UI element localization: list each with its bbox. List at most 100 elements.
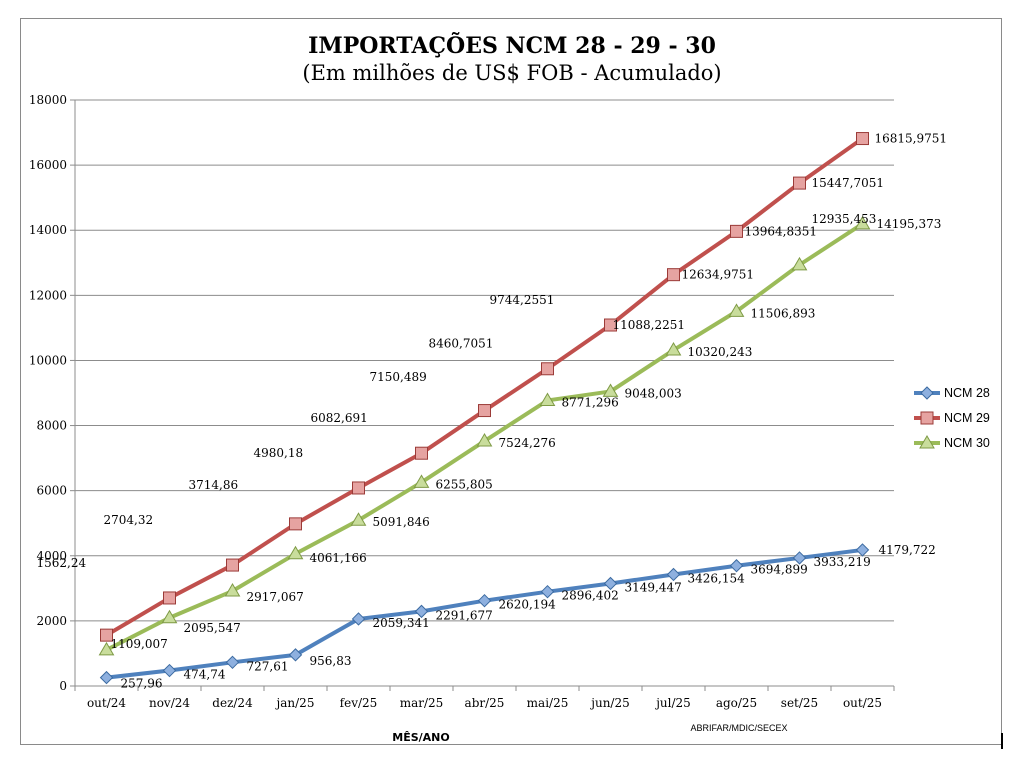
legend: NCM 28 NCM 29 NCM 30 bbox=[914, 386, 990, 450]
data-label: 2095,547 bbox=[184, 621, 241, 635]
data-label: 10320,243 bbox=[688, 345, 753, 359]
x-tick-label: dez/24 bbox=[212, 696, 253, 710]
data-label: 2917,067 bbox=[247, 590, 304, 604]
data-point-marker bbox=[854, 215, 871, 230]
data-point-marker bbox=[162, 663, 177, 678]
data-label: 9744,2551 bbox=[490, 293, 555, 307]
series-line-ncm-29 bbox=[105, 136, 864, 637]
x-tick-label: set/25 bbox=[781, 696, 818, 710]
data-label: 12634,9751 bbox=[682, 268, 755, 282]
x-tick-label: jul/25 bbox=[654, 696, 691, 710]
y-tick-label: 14000 bbox=[29, 223, 67, 237]
x-tick-label: ago/25 bbox=[716, 696, 757, 710]
data-label: 8771,296 bbox=[562, 395, 619, 409]
data-point-marker bbox=[541, 362, 554, 376]
y-tick-label: 2000 bbox=[36, 614, 67, 628]
data-label: 474,74 bbox=[184, 668, 226, 682]
data-label: 3694,899 bbox=[751, 563, 808, 577]
data-point-marker bbox=[855, 543, 870, 557]
x-tick-label: jun/25 bbox=[589, 696, 630, 710]
chart-title: IMPORTAÇÕES NCM 28 - 29 - 30 bbox=[308, 32, 716, 59]
data-point-marker bbox=[602, 383, 619, 397]
data-point-marker bbox=[666, 567, 681, 582]
data-label: 257,96 bbox=[121, 677, 163, 691]
data-label: 16815,9751 bbox=[875, 132, 948, 146]
data-label: 727,61 bbox=[247, 659, 289, 673]
legend-label: NCM 28 bbox=[944, 386, 990, 400]
y-tick-label: 6000 bbox=[36, 484, 67, 498]
data-point-marker bbox=[729, 559, 744, 573]
x-tick-label: out/25 bbox=[843, 696, 882, 710]
data-label: 1562,24 bbox=[37, 556, 87, 570]
y-tick-label: 0 bbox=[59, 679, 67, 693]
data-label: 14195,373 bbox=[877, 217, 942, 231]
data-label: 956,83 bbox=[310, 654, 352, 668]
x-tick-label: mai/25 bbox=[527, 696, 569, 710]
data-label: 7150,489 bbox=[370, 370, 427, 384]
x-tick-label: abr/25 bbox=[465, 696, 505, 710]
legend-marker bbox=[920, 386, 934, 400]
data-point-marker bbox=[163, 591, 176, 605]
gridlines bbox=[75, 99, 894, 622]
data-point-marker bbox=[539, 392, 556, 406]
legend-marker bbox=[919, 435, 935, 449]
y-tick-label: 8000 bbox=[36, 419, 67, 433]
data-label: 4061,166 bbox=[310, 551, 367, 565]
x-tick-label: fev/25 bbox=[340, 696, 378, 710]
data-point-marker bbox=[730, 224, 743, 238]
data-point-marker bbox=[226, 558, 239, 572]
data-point-marker bbox=[603, 576, 618, 591]
data-point-marker bbox=[100, 628, 113, 642]
data-label: 2059,341 bbox=[373, 616, 430, 630]
data-point-marker bbox=[477, 593, 492, 608]
data-point-marker bbox=[856, 132, 869, 146]
legend-label: NCM 29 bbox=[944, 411, 990, 425]
data-label: 12935,453 bbox=[812, 212, 877, 226]
data-point-marker bbox=[728, 303, 745, 317]
x-tick-label: nov/24 bbox=[149, 696, 190, 710]
data-label: 8460,7051 bbox=[429, 337, 494, 351]
data-point-marker bbox=[98, 641, 115, 656]
data-label: 2896,402 bbox=[562, 589, 619, 603]
data-label: 11088,2251 bbox=[613, 318, 686, 332]
legend-label: NCM 30 bbox=[944, 436, 990, 450]
y-tick-label: 18000 bbox=[29, 93, 67, 107]
data-label: 13964,8351 bbox=[745, 224, 818, 238]
y-tick-label: 4000 bbox=[36, 549, 67, 563]
data-point-marker bbox=[793, 176, 806, 190]
y-tick-label: 12000 bbox=[29, 288, 67, 302]
data-point-marker bbox=[224, 583, 241, 597]
data-label: 7524,276 bbox=[499, 436, 556, 450]
cursor-mark bbox=[1001, 733, 1003, 749]
chart-frame: IMPORTAÇÕES NCM 28 - 29 - 30 (Em milhões… bbox=[20, 18, 1002, 745]
axes: 0 2000 4000 6000 8000 10000 12000 14000 16000 180… bbox=[29, 93, 895, 710]
legend-marker bbox=[920, 411, 934, 425]
data-point-marker bbox=[791, 256, 808, 271]
data-label: 3933,219 bbox=[814, 555, 871, 569]
data-label: 4179,722 bbox=[879, 543, 936, 557]
data-point-marker bbox=[161, 609, 178, 624]
data-point-marker bbox=[225, 655, 240, 670]
data-label: 11506,893 bbox=[751, 306, 816, 320]
x-tick-label: mar/25 bbox=[400, 696, 444, 710]
data-point-marker bbox=[415, 446, 428, 460]
series-lines bbox=[98, 132, 871, 685]
data-point-marker bbox=[99, 670, 114, 685]
data-point-marker bbox=[350, 512, 367, 526]
source-note: ABRIFAR/MDIC/SECEX bbox=[690, 723, 787, 733]
data-label: 9048,003 bbox=[625, 386, 682, 400]
data-label: 6255,805 bbox=[436, 477, 493, 491]
data-label: 4980,18 bbox=[254, 446, 304, 460]
data-point-marker bbox=[289, 517, 302, 531]
data-point-marker bbox=[540, 584, 555, 599]
x-tick-label: out/24 bbox=[87, 696, 126, 710]
data-point-marker bbox=[287, 545, 304, 560]
data-label: 5091,846 bbox=[373, 515, 430, 529]
data-point-marker bbox=[413, 474, 430, 488]
data-point-marker bbox=[288, 648, 303, 662]
legend-item-ncm-30: NCM 30 bbox=[914, 435, 990, 450]
data-point-marker bbox=[351, 612, 366, 626]
data-point-marker bbox=[792, 551, 807, 565]
data-label: 6082,691 bbox=[311, 411, 368, 425]
data-point-marker bbox=[665, 342, 682, 356]
